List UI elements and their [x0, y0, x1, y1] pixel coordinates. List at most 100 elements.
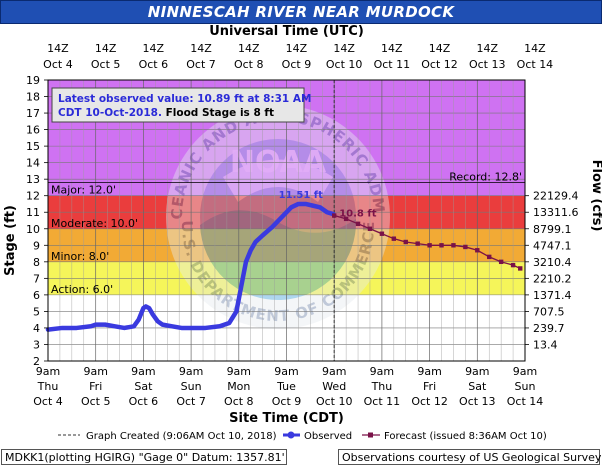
x-axis-title: Site Time (CDT) [229, 411, 344, 426]
watermark-gull [223, 159, 333, 202]
top-tick-label-date: Oct 6 [139, 58, 169, 71]
y-tick-label: 5 [33, 305, 40, 318]
forecast-point [355, 221, 361, 227]
flow-tick-label: 707.5 [533, 305, 565, 318]
chart-series: 11.51 ft 10.8 ft [45, 190, 523, 332]
bottom-tick-label-weekday: Sun [515, 380, 536, 393]
series-line-observed [45, 201, 336, 332]
bottom-tick-label-weekday: Sat [134, 380, 153, 393]
chart-axes: Universal Time (UTC) 14Z Oct 4 14Z Oct 5 14Z O… [3, 24, 602, 426]
bottom-tick-label-hour: 9am [83, 365, 107, 378]
bottom-tick-label-hour: 9am [227, 365, 251, 378]
forecast-point [498, 259, 504, 265]
flow-tick-label: 2210.2 [533, 272, 572, 285]
y-axis-title-flow: Flow (cfs) [589, 160, 602, 232]
top-tick-label-date: Oct 12 [421, 58, 458, 71]
bottom-tick-label-hour: 9am [370, 365, 394, 378]
forecast-point [343, 216, 349, 222]
forecast-point [451, 243, 456, 248]
y-tick-label: 9 [33, 239, 40, 252]
bottom-tick-label-weekday: Wed [322, 380, 346, 393]
top-tick-label-hour: 14Z [381, 42, 403, 55]
peak-annotation: 11.51 ft [279, 190, 323, 201]
top-tick-label-hour: 14Z [429, 42, 451, 55]
forecast-point [427, 243, 432, 248]
stage-label: Major: 12.0' [51, 184, 116, 197]
bottom-tick-label-hour: 9am [322, 365, 346, 378]
info-line-latest: Latest observed value: 10.89 ft at 8:31 … [58, 93, 311, 105]
bottom-tick-label-weekday: Sat [468, 380, 487, 393]
bottom-tick-label-weekday: Tue [276, 380, 296, 393]
top-tick-label-hour: 14Z [143, 42, 165, 55]
bottom-tick-label-hour: 9am [131, 365, 155, 378]
top-tick-label-hour: 14Z [286, 42, 308, 55]
y-tick-label: 14 [26, 157, 40, 170]
bottom-tick-label-date: Oct 10 [316, 395, 353, 408]
forecast-point [475, 248, 480, 253]
forecast-point [463, 244, 468, 250]
stage-label: Action: 6.0' [51, 283, 113, 296]
chart-legend: Graph Created (9:06AM Oct 10, 2018) Obser… [58, 431, 547, 442]
top-tick-label-hour: 14Z [238, 42, 260, 55]
forecast-point [518, 266, 523, 271]
y-tick-label: 18 [26, 91, 40, 104]
bottom-tick-label-date: Oct 5 [81, 395, 111, 408]
bottom-tick-label-weekday: Thu [37, 380, 59, 393]
top-tick-label-date: Oct 4 [43, 58, 73, 71]
observations-credit: Observations courtesy of US Geological S… [338, 449, 601, 465]
top-tick-label-date: Oct 11 [374, 58, 411, 71]
datum-note: MDKK1(plotting HGIRG) "Gage 0" Datum: 13… [1, 449, 287, 465]
top-tick-label-hour: 14Z [95, 42, 117, 55]
bottom-tick-label-date: Oct 9 [272, 395, 302, 408]
y-tick-label: 19 [26, 74, 40, 87]
stage-label: Minor: 8.0' [51, 250, 109, 263]
stage-label: Moderate: 10.0' [51, 217, 138, 230]
y-tick-label: 12 [26, 190, 40, 203]
title-bar: NINNESCAH RIVER NEAR MURDOCK [0, 0, 602, 24]
y-tick-label: 2 [33, 355, 40, 368]
forecast-point [415, 241, 420, 246]
y-axis-title-stage: Stage (ft) [3, 205, 18, 276]
bottom-tick-label-weekday: Thu [371, 380, 393, 393]
bottom-tick-label-date: Oct 4 [33, 395, 63, 408]
forecast-point [439, 243, 444, 248]
top-tick-label-date: Oct 13 [469, 58, 506, 71]
y-tick-label: 11 [26, 206, 40, 219]
legend-label-graph-created: Graph Created (9:06AM Oct 10, 2018) [86, 431, 277, 442]
y-tick-label: 17 [26, 107, 40, 120]
top-axis-title: Universal Time (UTC) [209, 24, 364, 39]
bottom-tick-label-date: Oct 12 [411, 395, 448, 408]
forecast-point [403, 239, 408, 245]
legend-marker-observed [287, 431, 295, 439]
bottom-tick-label-date: Oct 6 [129, 395, 159, 408]
bottom-tick-label-weekday: Sun [181, 380, 202, 393]
y-tick-label: 3 [33, 338, 40, 351]
y-tick-label: 8 [33, 256, 40, 269]
bottom-tick-label-hour: 9am [274, 365, 298, 378]
top-tick-label-hour: 14Z [190, 42, 212, 55]
info-box-frame [51, 87, 305, 123]
plot-frame [47, 79, 526, 362]
bottom-tick-label-date: Oct 11 [364, 395, 401, 408]
hydrograph-chart: NATIONAL OCEANIC AND ATMOSPHERIC ADMINIS… [0, 22, 602, 442]
y-tick-label: 16 [26, 124, 40, 137]
forecast-point [487, 254, 492, 260]
y-tick-label: 4 [33, 322, 40, 335]
bottom-tick-label-hour: 9am [36, 365, 60, 378]
chart-title: NINNESCAH RIVER NEAR MURDOCK [147, 3, 455, 21]
y-tick-label: 7 [33, 272, 40, 285]
flow-tick-label: 1371.4 [533, 289, 572, 302]
y-tick-label: 6 [33, 289, 40, 302]
bottom-tick-label-weekday: Mon [227, 380, 250, 393]
top-tick-label-date: Oct 9 [282, 58, 312, 71]
flow-tick-label: 3210.4 [533, 256, 572, 269]
top-tick-label-hour: 14Z [524, 42, 546, 55]
info-line-flood-stage: CDT 10-Oct-2018. Flood Stage is 8 ft [58, 107, 274, 119]
bottom-tick-label-hour: 9am [179, 365, 203, 378]
flood-stage-labels: Major: 12.0' Moderate: 10.0' Minor: 8.0' Ac… [48, 170, 525, 296]
flow-tick-label: 22129.4 [533, 190, 579, 203]
legend-label-forecast: Forecast (issued 8:36AM Oct 10) [384, 431, 547, 442]
top-tick-label-hour: 14Z [333, 42, 355, 55]
bottom-tick-label-weekday: Fri [89, 380, 102, 393]
